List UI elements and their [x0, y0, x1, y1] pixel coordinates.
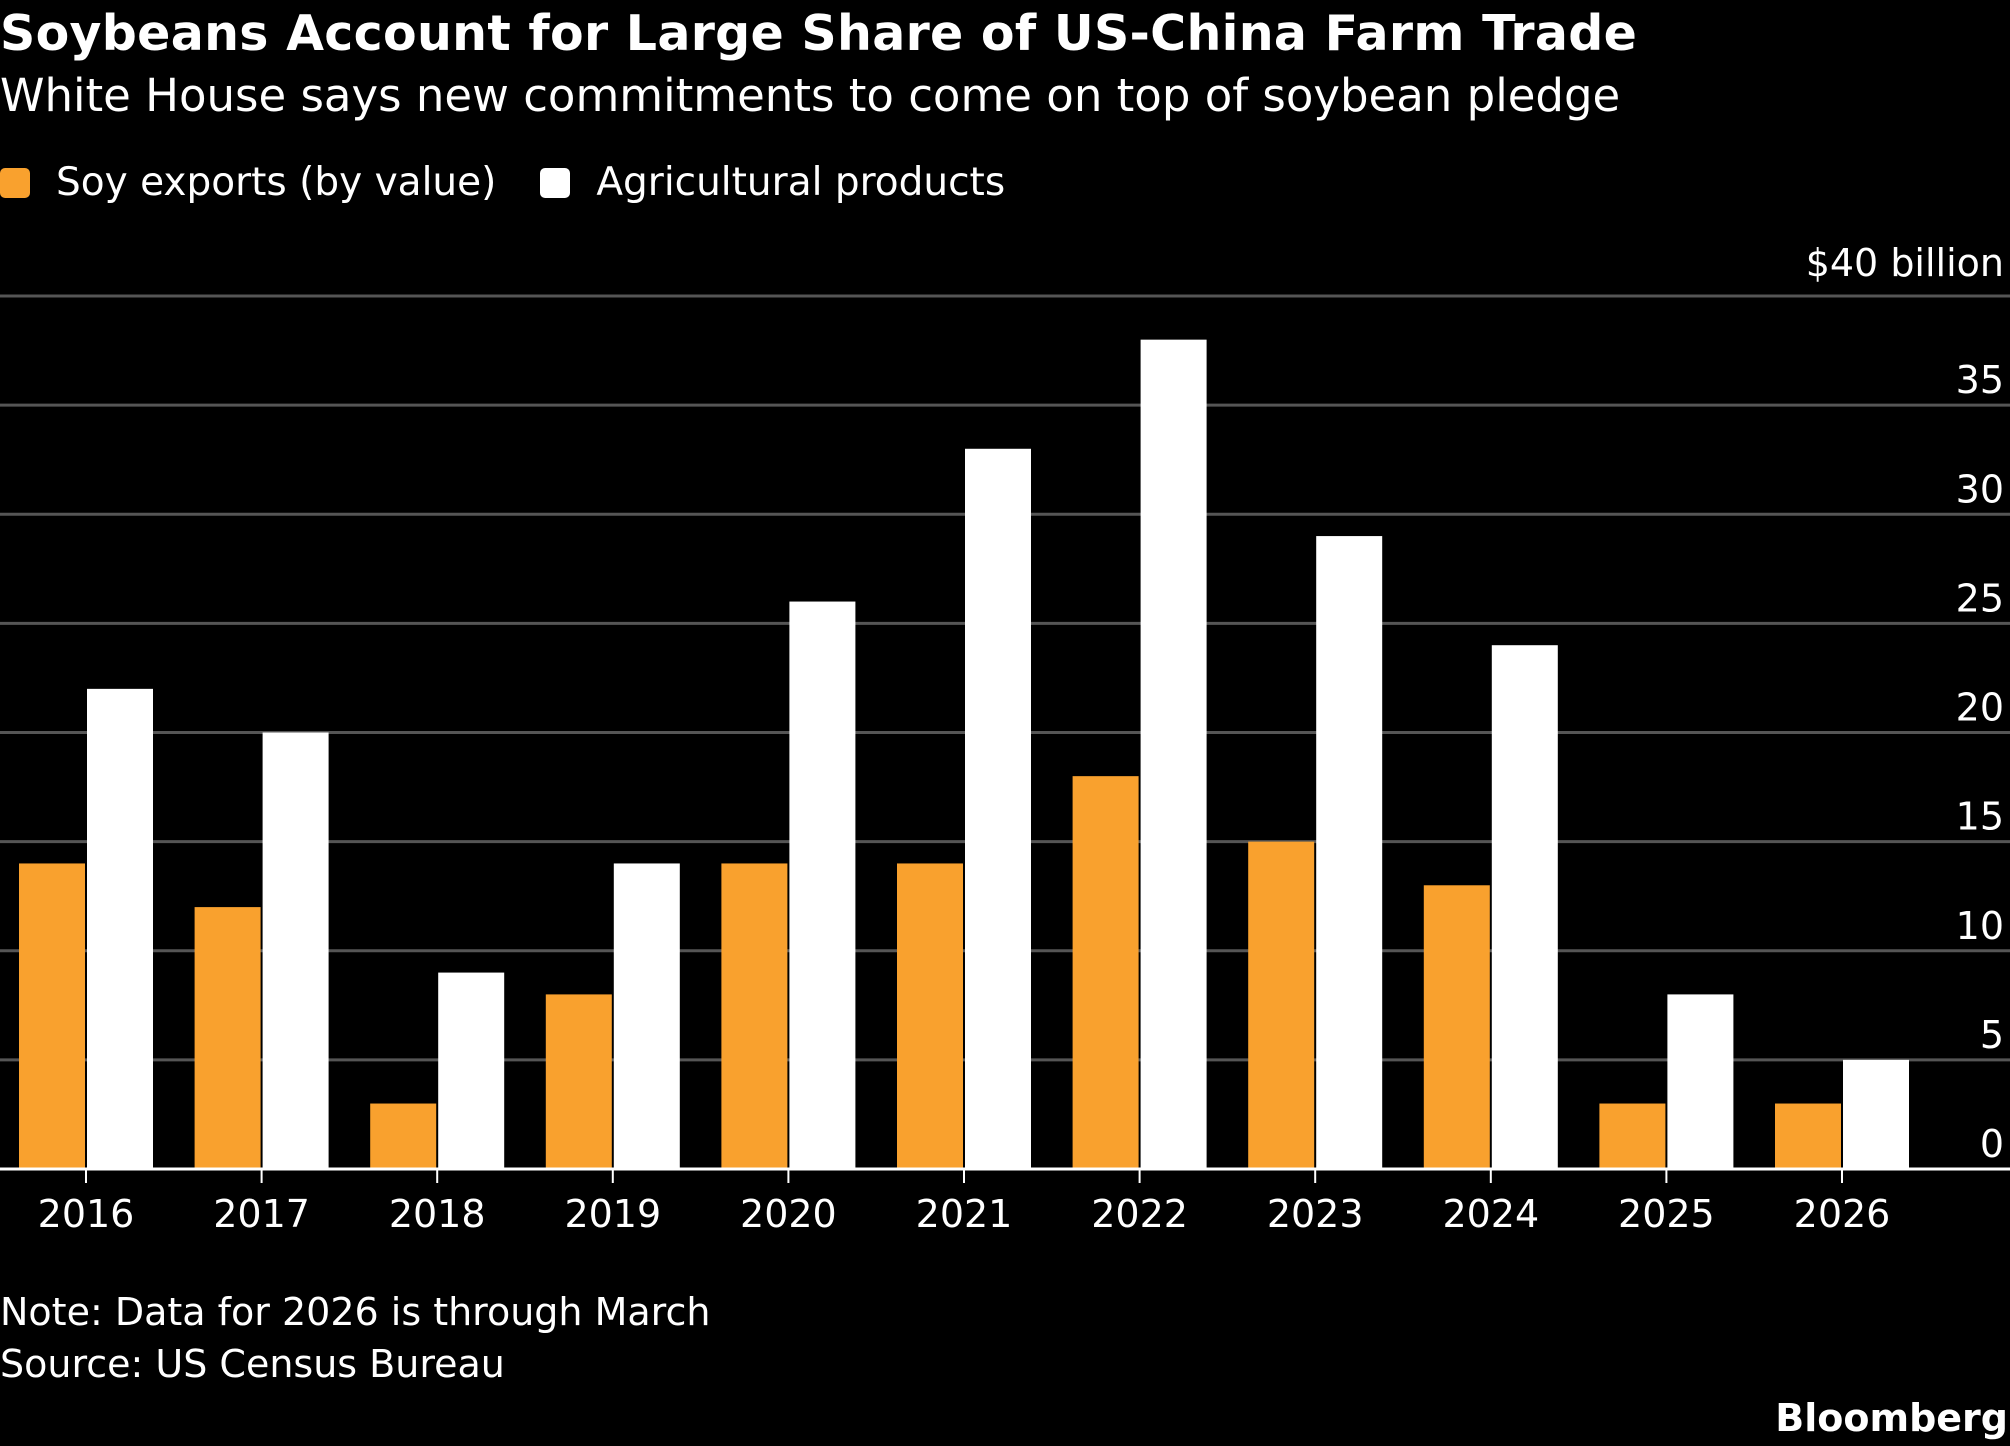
source-note: Source: US Census Bureau — [0, 1342, 505, 1386]
x-tick-label: 2020 — [740, 1192, 837, 1236]
y-tick-label: $40 billion — [1806, 241, 2004, 285]
y-tick-label: 10 — [1956, 904, 2004, 948]
bar — [1843, 1059, 1909, 1169]
chart-title: Soybeans Account for Large Share of US-C… — [0, 5, 1638, 62]
bar — [262, 732, 329, 1169]
chart-subtitle: White House says new commitments to come… — [0, 69, 1621, 122]
legend-label-agricultural: Agricultural products — [596, 160, 1006, 205]
legend-item-agricultural: Agricultural products — [540, 160, 1005, 205]
x-tick-label: 2025 — [1618, 1192, 1715, 1236]
legend-swatch-soy — [0, 167, 30, 198]
x-tick-label: 2021 — [916, 1192, 1013, 1236]
bar — [1316, 536, 1383, 1169]
bar — [19, 863, 85, 1169]
x-tick-label: 2024 — [1442, 1192, 1539, 1236]
x-tick-label: 2022 — [1091, 1192, 1188, 1236]
footnote: Note: Data for 2026 is through March — [0, 1290, 711, 1334]
bar — [721, 863, 788, 1169]
bar — [1667, 994, 1734, 1169]
x-tick-label: 2016 — [38, 1192, 135, 1236]
x-tick-label: 2017 — [213, 1192, 310, 1236]
bar — [370, 1103, 437, 1169]
y-tick-label: 35 — [1956, 358, 2004, 402]
legend-label-soy: Soy exports (by value) — [56, 160, 497, 205]
bar — [1248, 841, 1315, 1169]
bars — [19, 339, 1909, 1169]
x-tick-label: 2018 — [389, 1192, 486, 1236]
bar — [1140, 339, 1207, 1169]
y-tick-label: 20 — [1956, 686, 2004, 730]
bar — [1072, 776, 1139, 1169]
bar — [545, 994, 612, 1169]
bar — [87, 688, 153, 1169]
bar — [1599, 1103, 1666, 1169]
bar — [897, 863, 963, 1169]
bar — [1775, 1103, 1841, 1169]
y-tick-label: 0 — [1980, 1122, 2004, 1166]
y-tick-label: 5 — [1980, 1013, 2004, 1057]
bar — [194, 907, 261, 1169]
y-tick-label: 30 — [1956, 467, 2004, 511]
bar — [438, 972, 505, 1169]
bar — [965, 448, 1031, 1169]
bar — [1423, 885, 1490, 1169]
bar — [789, 601, 856, 1169]
y-tick-label: 25 — [1956, 576, 2004, 620]
x-tick-label: 2019 — [564, 1192, 661, 1236]
y-tick-label: 15 — [1956, 795, 2004, 839]
x-tick-label: 2026 — [1794, 1192, 1891, 1236]
bloomberg-logo: Bloomberg — [1775, 1396, 2008, 1440]
bar — [613, 863, 680, 1169]
legend: Soy exports (by value) Agricultural prod… — [0, 160, 1049, 205]
legend-item-soy: Soy exports (by value) — [0, 160, 496, 205]
bar — [1491, 645, 1558, 1169]
legend-swatch-agricultural — [540, 167, 571, 198]
x-tick-label: 2023 — [1267, 1192, 1364, 1236]
